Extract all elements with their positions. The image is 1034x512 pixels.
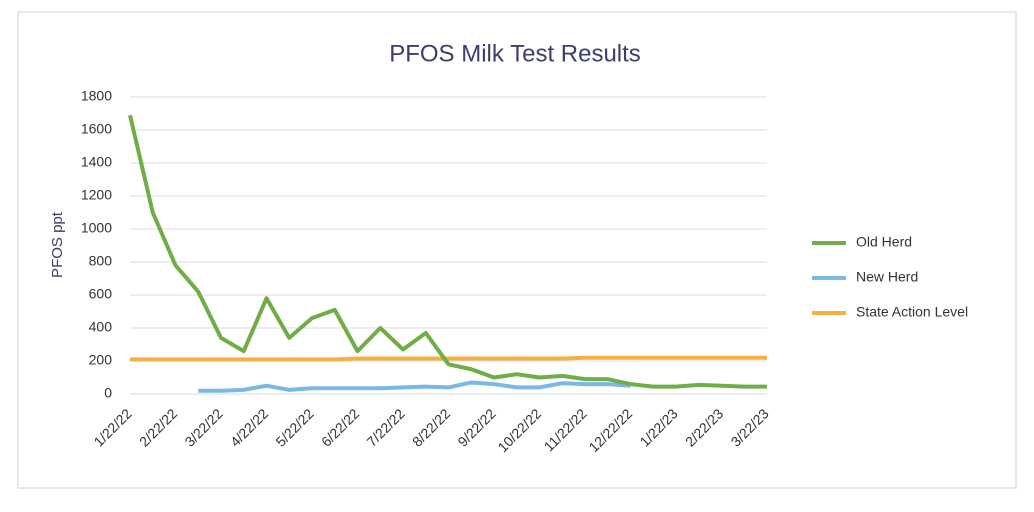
y-tick-label: 400 [89,319,113,335]
chart-frame [17,11,1017,489]
y-tick-label: 200 [89,352,113,368]
series-line [198,380,631,393]
y-tick-label: 1400 [81,154,112,170]
series-line [128,114,767,389]
y-tick-label: 1000 [81,220,112,236]
series-line [130,355,767,362]
y-tick-label: 1600 [81,121,112,137]
chart-title: PFOS Milk Test Results [389,40,641,67]
legend-label: Old Herd [856,234,912,250]
legend-label: State Action Level [856,304,968,320]
y-axis-label: PFOS ppt [49,211,66,278]
y-tick-label: 1800 [81,88,112,104]
legend-label: New Herd [856,269,918,285]
y-tick-label: 800 [89,253,113,269]
y-tick-label: 0 [104,385,112,401]
y-tick-label: 600 [89,286,113,302]
y-tick-label: 1200 [81,187,112,203]
